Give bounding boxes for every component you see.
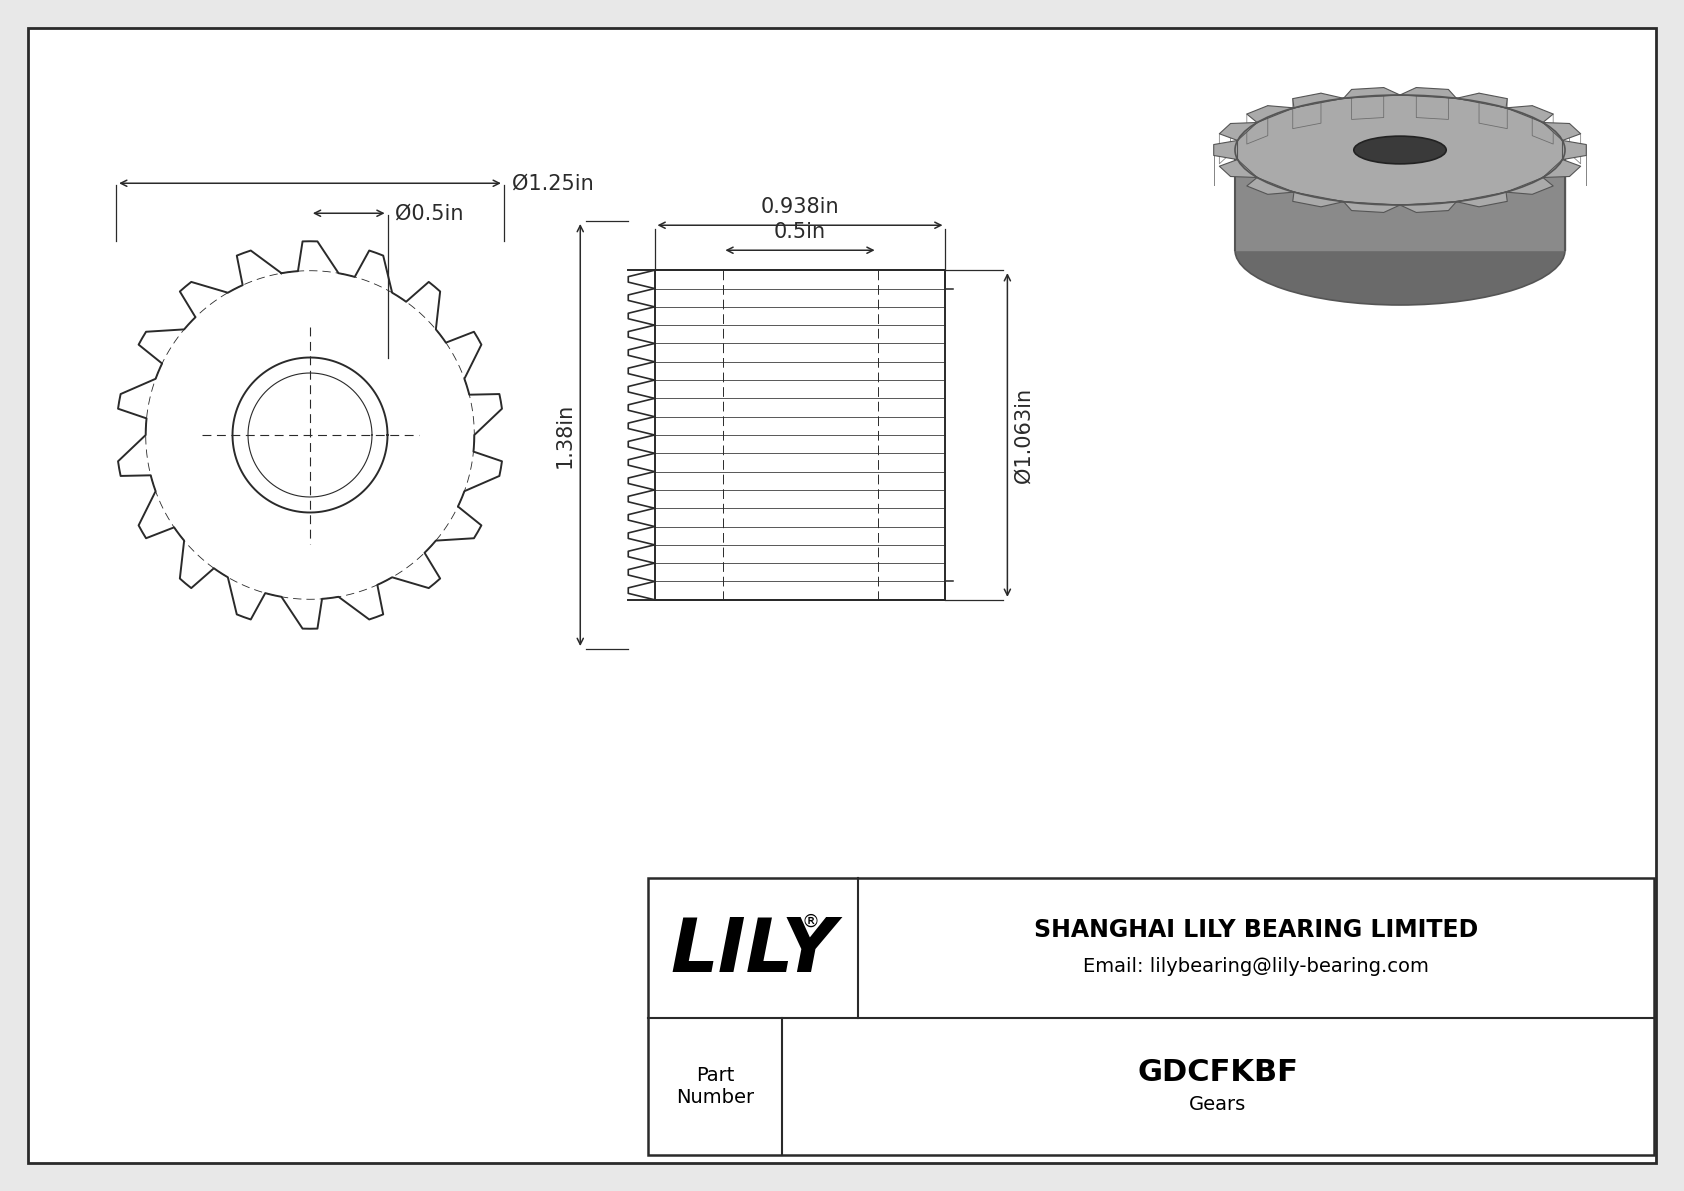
Text: SHANGHAI LILY BEARING LIMITED: SHANGHAI LILY BEARING LIMITED [1034, 918, 1479, 942]
Text: Email: lilybearing@lily-bearing.com: Email: lilybearing@lily-bearing.com [1083, 956, 1430, 975]
Polygon shape [1344, 201, 1399, 212]
Bar [655, 270, 945, 600]
Polygon shape [1293, 93, 1344, 108]
Polygon shape [1457, 93, 1507, 108]
Ellipse shape [1234, 95, 1564, 205]
Polygon shape [1505, 177, 1553, 194]
Polygon shape [232, 357, 387, 512]
Text: GDCFKBF: GDCFKBF [1138, 1058, 1298, 1087]
Ellipse shape [1234, 195, 1564, 305]
Polygon shape [1505, 106, 1553, 123]
Text: Gears: Gears [1189, 1095, 1246, 1114]
Polygon shape [1563, 141, 1586, 160]
Text: Part
Number: Part Number [675, 1066, 754, 1106]
Polygon shape [1543, 160, 1581, 177]
Polygon shape [1344, 88, 1399, 99]
Polygon shape [1543, 123, 1581, 141]
Polygon shape [1399, 201, 1457, 212]
Text: LILY: LILY [670, 916, 835, 989]
Polygon shape [1214, 141, 1238, 160]
Polygon shape [1219, 160, 1256, 177]
Text: ®: ® [802, 913, 820, 931]
Polygon shape [1457, 192, 1507, 207]
Text: Ø1.25in: Ø1.25in [512, 173, 593, 193]
Polygon shape [1219, 123, 1256, 141]
Text: 1.38in: 1.38in [554, 403, 574, 468]
Text: 0.938in: 0.938in [761, 198, 839, 217]
Polygon shape [118, 242, 502, 629]
Polygon shape [1293, 192, 1344, 207]
Text: 0.5in: 0.5in [775, 223, 827, 242]
Bar [648, 878, 1654, 1155]
Polygon shape [1399, 88, 1457, 99]
Polygon shape [1246, 106, 1293, 123]
Text: Ø0.5in: Ø0.5in [396, 204, 465, 223]
Ellipse shape [1354, 136, 1447, 164]
Text: Ø1.063in: Ø1.063in [1014, 387, 1034, 482]
Polygon shape [1246, 177, 1293, 194]
